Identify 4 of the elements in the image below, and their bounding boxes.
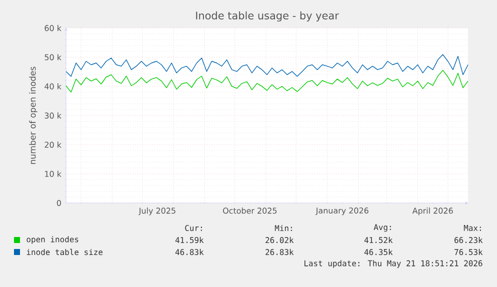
line-series xyxy=(66,54,468,77)
chart-title: Inode table usage - by year xyxy=(196,11,339,22)
line-series xyxy=(66,70,468,93)
y-axis-title: number of open inodes xyxy=(29,66,38,164)
